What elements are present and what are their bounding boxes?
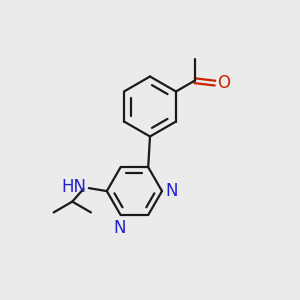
Text: N: N: [165, 182, 178, 200]
Text: HN: HN: [61, 178, 86, 196]
Text: O: O: [217, 74, 230, 92]
Text: N: N: [114, 219, 126, 237]
